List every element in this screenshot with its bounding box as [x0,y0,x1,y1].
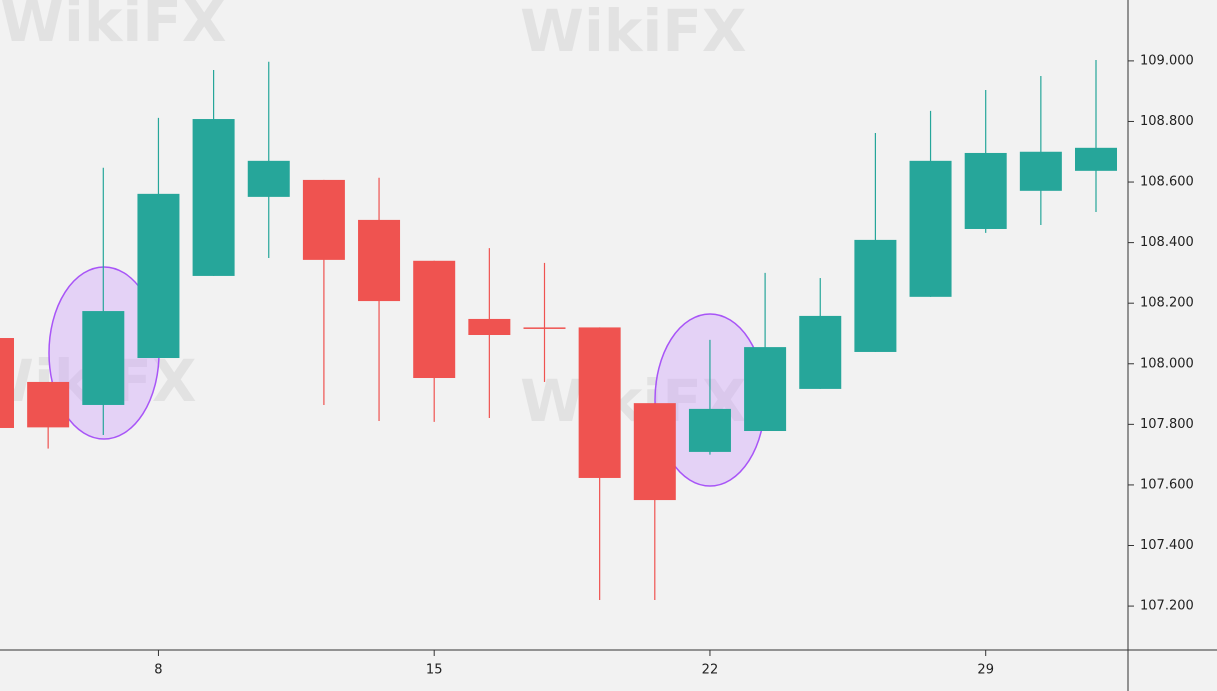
y-tick-label: 107.800 [1140,417,1194,432]
candle-body [1075,147,1117,171]
y-tick-label: 109.000 [1140,53,1194,68]
x-tick-label: 8 [154,663,162,678]
y-tick-label: 107.400 [1140,538,1194,553]
candle-body [578,327,621,478]
candle-body [0,338,14,428]
y-tick-label: 107.600 [1140,477,1194,492]
candle-body [909,160,952,297]
plot-area [0,59,1117,601]
x-tick-label: 22 [702,663,719,678]
candle-body [82,311,125,405]
y-tick-label: 108.600 [1140,175,1194,190]
candle-body [137,193,180,359]
candle-body [964,152,1007,229]
y-tick-label: 108.200 [1140,296,1194,311]
y-tick-label: 108.800 [1140,114,1194,129]
y-tick-label: 107.200 [1140,599,1194,614]
x-tick-label: 15 [426,663,443,678]
candle-body [413,260,456,379]
candle-body [854,239,897,352]
y-tick-label: 108.000 [1140,356,1194,371]
candle-body [247,160,290,197]
candle-body [523,327,566,329]
candle-body [192,119,235,276]
watermark: WikiFX [520,0,747,65]
x-tick-label: 29 [977,663,994,678]
candle-body [799,315,842,389]
watermark: WikiFX [0,0,227,55]
candle-body [302,179,345,260]
candle-body [688,408,731,452]
candle-body [633,403,676,501]
candle-body [1019,151,1062,191]
candle-body [744,347,787,432]
y-tick-label: 108.400 [1140,235,1194,250]
candle-body [27,381,70,428]
candle-body [468,318,511,335]
candle-body [358,219,401,302]
